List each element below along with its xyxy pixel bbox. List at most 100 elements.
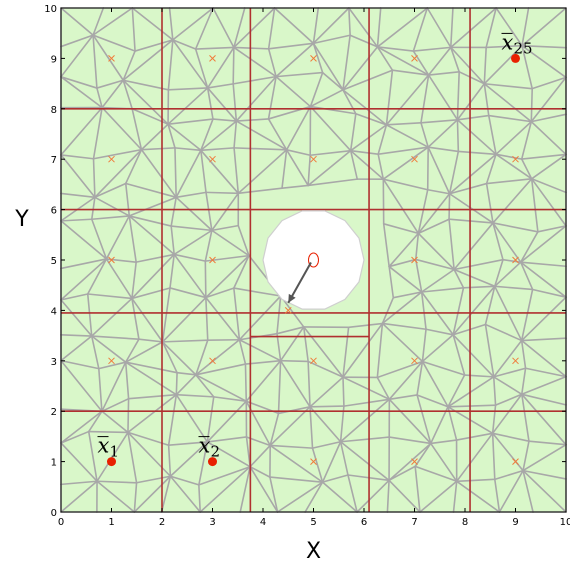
mesh-edge xyxy=(60,7,94,36)
mesh-edge xyxy=(127,397,130,434)
mesh-edge xyxy=(520,158,533,180)
mesh-edge xyxy=(385,69,394,126)
x-marker-stroke xyxy=(310,458,317,465)
x-marker xyxy=(411,155,418,163)
mesh-edge xyxy=(492,222,504,261)
x-tick-label: 9 xyxy=(512,517,518,528)
mesh-edge xyxy=(128,215,175,256)
mesh-edge xyxy=(312,42,324,74)
mesh-edge xyxy=(521,44,534,90)
mesh-edge xyxy=(60,34,94,78)
mesh-edge xyxy=(381,322,424,363)
x-tick-label: 6 xyxy=(361,517,367,528)
mesh-edge xyxy=(483,44,523,85)
mesh-edge xyxy=(276,295,282,335)
mesh-edge xyxy=(96,431,129,483)
mesh-edge xyxy=(60,76,103,109)
mesh-edge xyxy=(452,480,458,513)
mesh-edge xyxy=(233,147,288,151)
mesh-edge xyxy=(377,124,388,155)
y-tick-label: 10 xyxy=(44,4,57,15)
mesh-edge xyxy=(60,154,96,199)
mesh-edge xyxy=(376,46,394,72)
mesh-edge xyxy=(452,285,496,336)
mesh-edge xyxy=(528,440,567,446)
mesh-edge xyxy=(232,83,238,122)
mesh-edge xyxy=(269,444,324,483)
mesh-edge xyxy=(522,469,534,513)
mesh-edge xyxy=(244,359,282,365)
mesh-edge xyxy=(519,231,539,263)
mesh-edge xyxy=(485,182,494,224)
mesh-edge xyxy=(175,374,197,396)
mesh-edge xyxy=(342,326,350,378)
mesh-edge xyxy=(60,76,98,89)
mesh-edge xyxy=(211,224,240,232)
mesh-edge xyxy=(448,153,497,195)
mesh-edge xyxy=(521,7,530,47)
mesh-edge xyxy=(161,339,209,343)
x-markers xyxy=(108,55,519,465)
mesh-edge xyxy=(493,261,522,288)
mesh-edge xyxy=(128,196,177,217)
mesh-edge xyxy=(385,121,422,126)
mesh-edge xyxy=(131,7,174,41)
mesh-edge xyxy=(530,177,567,227)
mesh-edge xyxy=(456,118,460,153)
mesh-edge xyxy=(304,481,324,513)
mesh-edge xyxy=(194,46,235,50)
mesh-edge xyxy=(302,326,309,363)
mesh-edge xyxy=(339,440,390,482)
mesh-edge xyxy=(60,218,93,222)
x-marker-stroke xyxy=(108,55,115,62)
mesh-edge xyxy=(349,34,379,48)
x-marker-stroke xyxy=(411,458,418,465)
mesh-edge xyxy=(205,191,213,232)
mesh-edge xyxy=(133,475,172,513)
mesh-edge xyxy=(205,287,235,299)
mesh-edge xyxy=(342,46,379,91)
mesh-edge xyxy=(131,7,136,52)
mesh-edge xyxy=(101,397,130,413)
mesh-edge xyxy=(349,149,385,180)
mesh-edge xyxy=(388,479,421,513)
mesh-edge xyxy=(128,215,137,263)
mesh-edge xyxy=(491,393,523,435)
mesh-edge xyxy=(382,178,429,191)
mesh-edge xyxy=(124,361,178,396)
mesh-edge xyxy=(60,299,93,337)
mesh-edge xyxy=(519,261,534,291)
mesh-edge xyxy=(420,286,465,293)
mesh-edge xyxy=(94,148,143,199)
mesh-edge xyxy=(455,432,494,441)
mesh-edge xyxy=(448,192,494,224)
mesh-edge xyxy=(212,7,235,49)
mesh-edge xyxy=(386,479,390,513)
mesh-edge xyxy=(276,332,282,362)
mesh-edge xyxy=(168,7,174,41)
mesh-edge xyxy=(376,46,430,76)
mesh-edge xyxy=(87,430,129,434)
mesh-edge xyxy=(169,253,175,289)
mesh-edge xyxy=(530,120,567,156)
mesh-edge xyxy=(233,7,276,49)
mesh-edge xyxy=(376,376,391,401)
hole-region xyxy=(262,210,365,310)
mesh-edge xyxy=(426,188,451,195)
x-marker-stroke xyxy=(512,458,519,465)
mesh-edge xyxy=(309,405,345,408)
mesh-edge xyxy=(169,441,209,478)
mesh-edge xyxy=(195,374,215,398)
mesh-edge xyxy=(101,106,143,151)
mesh-edge xyxy=(276,481,324,513)
mesh-edge xyxy=(307,149,352,187)
mesh-edge xyxy=(205,254,250,299)
mesh-edge xyxy=(90,196,96,221)
mesh-edge xyxy=(60,34,94,48)
mesh-edge xyxy=(194,7,214,50)
mesh-edge xyxy=(195,338,241,376)
mesh-edge xyxy=(238,338,247,365)
x-tick-label: 1 xyxy=(108,517,114,528)
mesh-edge xyxy=(321,71,344,91)
mesh-edge xyxy=(233,46,270,50)
